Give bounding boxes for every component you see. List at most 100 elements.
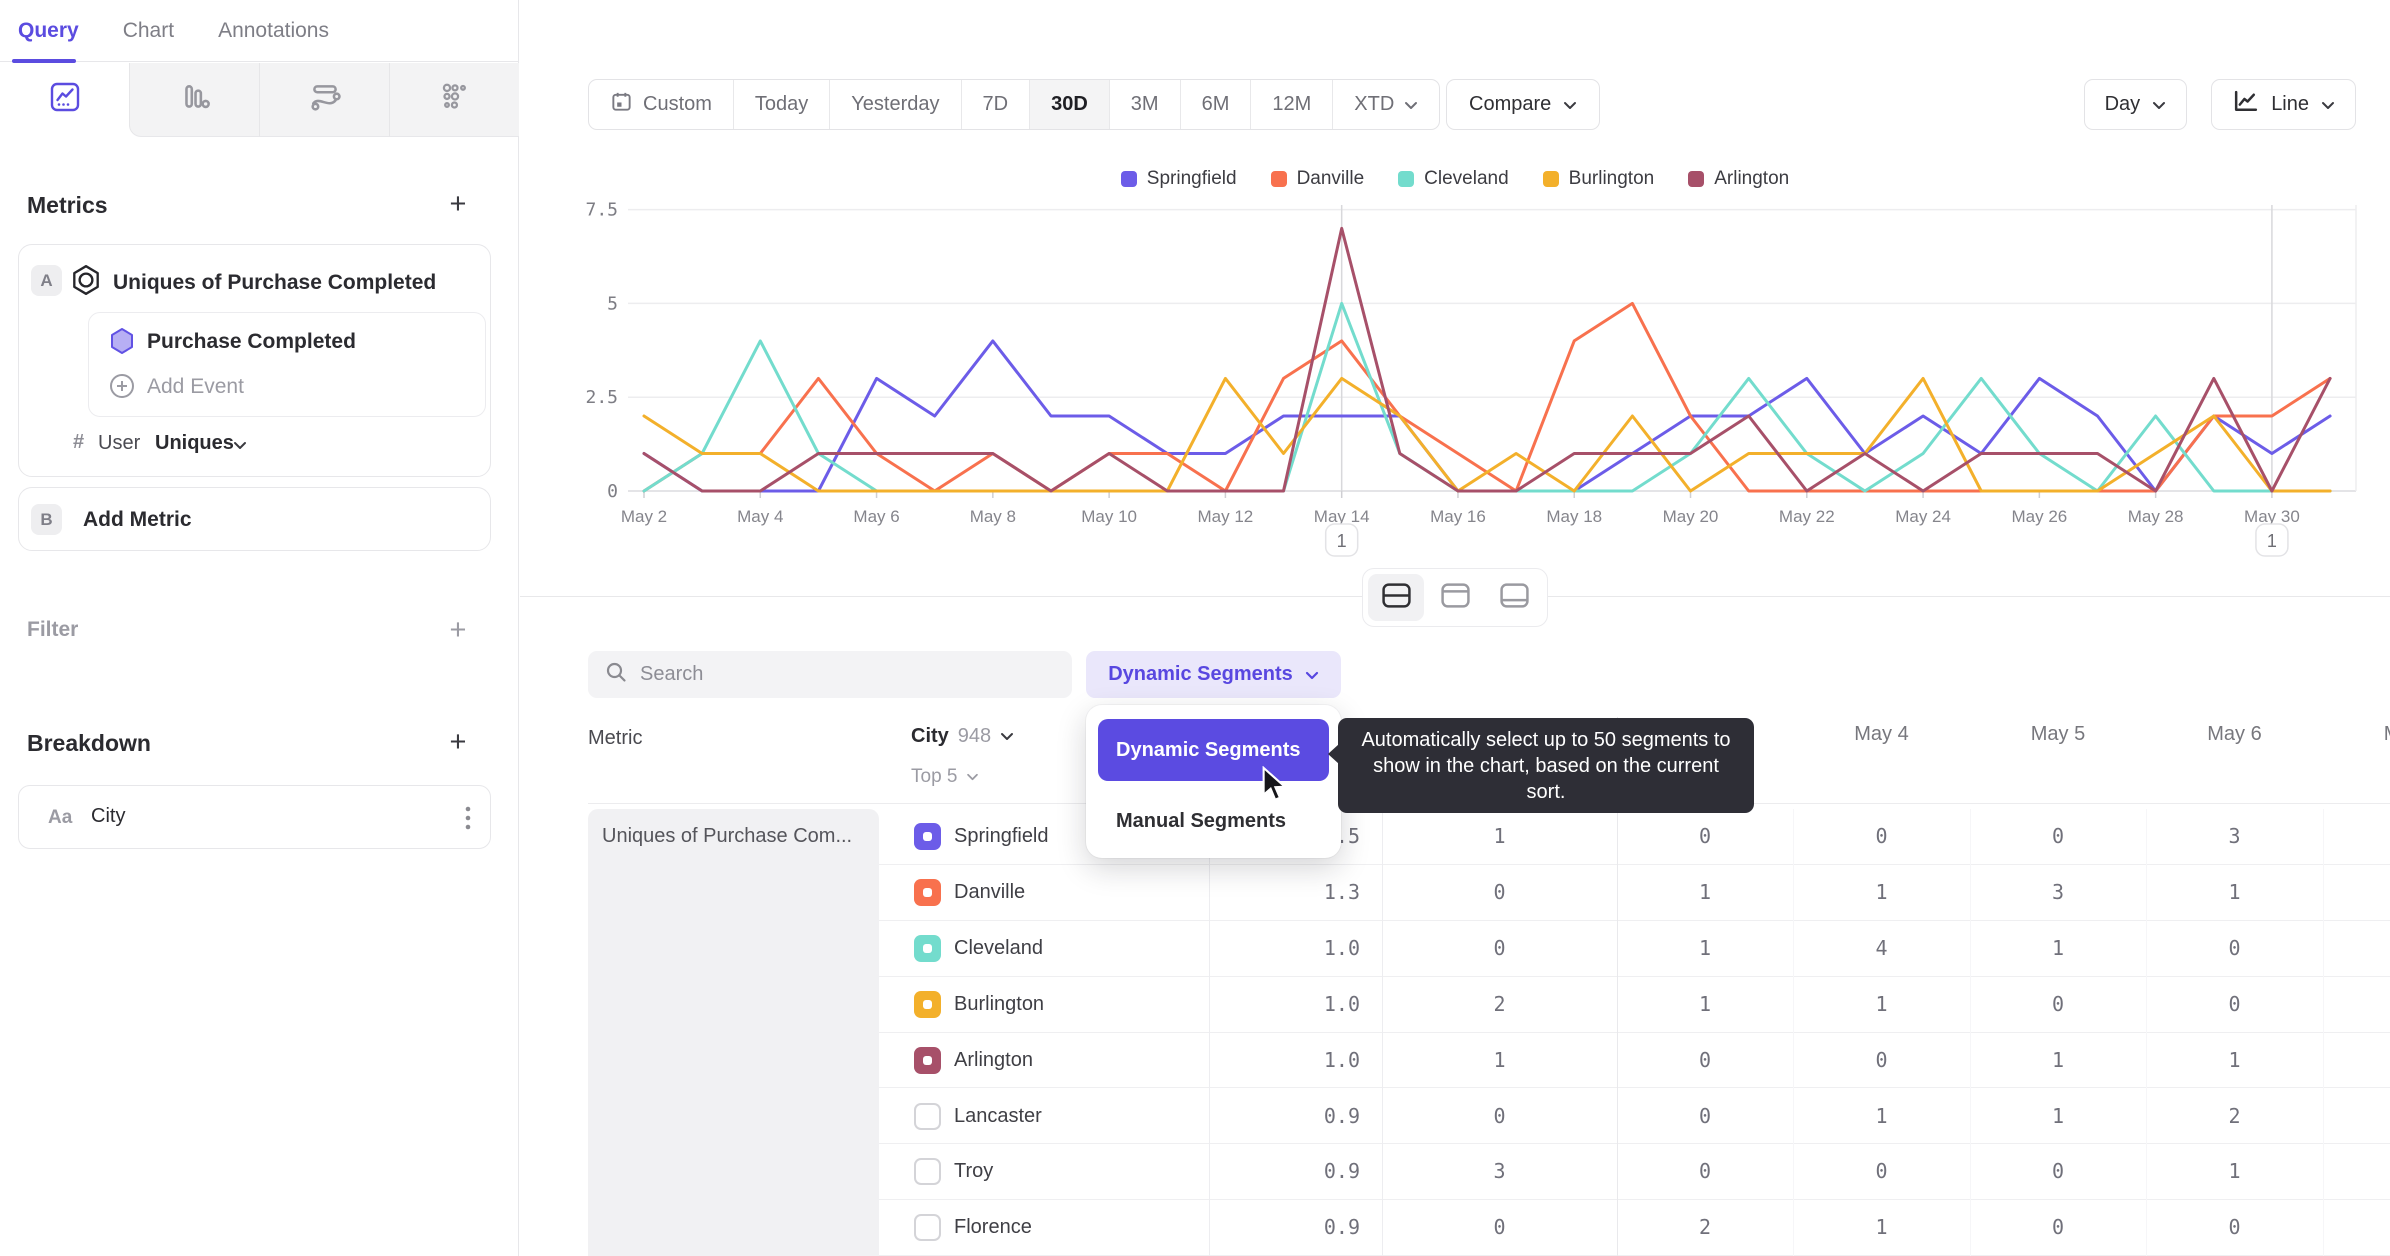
event-name[interactable]: Purchase Completed: [147, 330, 356, 353]
nav-tab-chart[interactable]: Chart: [122, 18, 175, 42]
svg-text:May 24: May 24: [1895, 507, 1951, 526]
range-yesterday[interactable]: Yesterday: [829, 80, 960, 129]
segment-mode-button[interactable]: Dynamic Segments: [1086, 651, 1341, 698]
tab-line-chart[interactable]: [0, 63, 129, 137]
breakdown-column-header[interactable]: City 948: [911, 725, 1014, 748]
segment-checkbox-springfield[interactable]: [914, 823, 941, 850]
main-panel: Custom Today Yesterday 7D 30D 3M 6M 12M XTD Comp…: [520, 0, 2390, 1256]
legend-item-danville[interactable]: Danville: [1270, 168, 1364, 190]
kebab-menu-icon[interactable]: [464, 803, 472, 838]
top-n-selector[interactable]: Top 5: [911, 766, 979, 788]
svg-text:May 2: May 2: [621, 507, 667, 526]
dropdown-item-manual-segments[interactable]: Manual Segments: [1116, 810, 1287, 832]
avg-value: 1.0: [1323, 1047, 1360, 1072]
value-cell: 1: [1875, 1215, 1888, 1240]
breakdown-property: City: [91, 805, 126, 827]
segment-checkbox-arlington[interactable]: [914, 1046, 941, 1074]
value-cell: 0: [2228, 991, 2241, 1016]
chevron-down-icon: [1000, 728, 1014, 746]
value-cell: 1: [1875, 879, 1888, 904]
value-cell: 1: [1493, 1047, 1506, 1072]
legend-item-springfield[interactable]: Springfield: [1120, 168, 1237, 190]
range-today[interactable]: Today: [732, 80, 829, 129]
segment-checkbox-florence[interactable]: [914, 1214, 941, 1242]
legend-item-arlington[interactable]: Arlington: [1688, 168, 1789, 190]
segment-checkbox-lancaster[interactable]: [914, 1102, 941, 1130]
legend-item-burlington[interactable]: Burlington: [1542, 168, 1654, 190]
svg-text:0: 0: [607, 481, 618, 502]
range-7d[interactable]: 7D: [960, 80, 1030, 129]
svg-text:May 14: May 14: [1314, 507, 1370, 526]
add-breakdown-plus-button[interactable]: +: [449, 726, 467, 758]
avg-value: 0.9: [1323, 1103, 1360, 1128]
tab-bar-chart[interactable]: [129, 63, 259, 137]
nav-tab-query[interactable]: Query: [18, 18, 79, 42]
segment-label: Springfield: [954, 825, 1049, 847]
breakdown-count: 948: [957, 725, 992, 747]
segment-label: Troy: [954, 1160, 994, 1183]
tab-stream-chart[interactable]: [259, 63, 389, 137]
range-6m[interactable]: 6M: [1179, 80, 1251, 129]
add-metric-plus-button[interactable]: +: [449, 188, 467, 220]
stream-chart-icon: [308, 81, 342, 118]
layout-chart-focus-button[interactable]: [1427, 574, 1483, 621]
breakdown-city-card[interactable]: Aa City: [18, 785, 491, 849]
avg-value: 1.3: [1323, 879, 1360, 904]
range-3m[interactable]: 3M: [1108, 80, 1180, 129]
value-cell: 0: [2051, 1215, 2065, 1240]
chart-style-select[interactable]: Line: [2211, 79, 2356, 130]
range-custom[interactable]: Custom: [589, 80, 733, 129]
legend-swatch: [1688, 171, 1705, 187]
range-30d[interactable]: 30D: [1029, 80, 1109, 129]
metric-b-badge: B: [31, 504, 62, 535]
value-cell: 1: [2228, 879, 2241, 904]
value-cell: 0: [1493, 879, 1506, 904]
svg-text:May 28: May 28: [2128, 507, 2184, 526]
measure-select[interactable]: Uniques: [155, 432, 234, 454]
segment-checkbox-cleveland[interactable]: [914, 934, 941, 962]
svg-text:May 10: May 10: [1081, 507, 1137, 526]
segment-checkbox-troy[interactable]: [914, 1158, 941, 1186]
segment-label: Burlington: [954, 992, 1045, 1015]
value-cell: 1: [1698, 879, 1712, 904]
segment-mode-label: Dynamic Segments: [1108, 663, 1293, 685]
value-cell: 1: [1493, 824, 1506, 848]
checkbox-dot: [923, 999, 932, 1009]
value-cell: 1: [1698, 935, 1712, 960]
metric-column-header: Metric: [588, 727, 643, 749]
add-event-button[interactable]: Add Event: [147, 375, 244, 398]
search-input[interactable]: [640, 663, 1056, 686]
segment-label: Cleveland: [954, 936, 1043, 959]
layout-table-focus-button[interactable]: [1486, 574, 1542, 621]
compare-button[interactable]: Compare: [1446, 79, 1601, 130]
sidebar: Query Chart Annotations: [0, 0, 519, 1256]
table-row-danville: Danville 1.3 0 1 1 3 1: [879, 865, 2390, 921]
svg-text:2.5: 2.5: [585, 387, 618, 408]
add-metric-button[interactable]: Add Metric: [83, 508, 192, 531]
value-cell: 0: [1493, 1215, 1506, 1240]
add-event-plus-icon: [109, 373, 135, 404]
metric-a-card[interactable]: A Uniques of Purchase Completed Purchase…: [18, 244, 491, 477]
column-border: [1793, 809, 1794, 1256]
value-cell: 0: [1875, 1047, 1888, 1072]
value-cell: 0: [2051, 1159, 2065, 1184]
range-xtd[interactable]: XTD: [1332, 80, 1439, 129]
segment-checkbox-danville[interactable]: [914, 878, 941, 906]
nav-tab-annotations[interactable]: Annotations: [218, 18, 329, 42]
legend-item-cleveland[interactable]: Cleveland: [1398, 168, 1509, 190]
metric-b-card[interactable]: B Add Metric: [18, 487, 491, 551]
focus-top-icon: [1440, 582, 1471, 614]
chart-controls: Day Line: [2083, 79, 2356, 130]
dropdown-item-dynamic-segments[interactable]: Dynamic Segments: [1098, 719, 1329, 781]
tab-scatter-chart[interactable]: [389, 63, 519, 137]
interval-select[interactable]: Day: [2083, 79, 2188, 130]
value-cell: 0: [1875, 824, 1888, 848]
add-filter-plus-button[interactable]: +: [449, 614, 467, 646]
segment-label: Arlington: [954, 1048, 1033, 1071]
layout-split-button[interactable]: [1368, 574, 1424, 621]
checkbox-dot: [923, 887, 932, 897]
segments-tooltip: Automatically select up to 50 segments t…: [1328, 718, 1754, 813]
avg-value: 0.9: [1323, 1159, 1360, 1184]
segment-checkbox-burlington[interactable]: [914, 990, 941, 1018]
range-12m[interactable]: 12M: [1250, 80, 1332, 129]
